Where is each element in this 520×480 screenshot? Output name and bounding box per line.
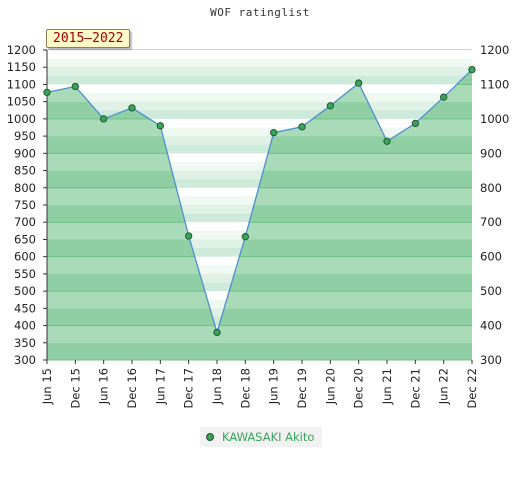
data-point[interactable] (326, 102, 334, 110)
x-tick-label: Dec 22 (465, 368, 479, 409)
y-tick-label-right: 1200 (480, 43, 509, 57)
y-tick-label-right: 800 (480, 181, 502, 195)
y-tick-label: 1150 (7, 60, 36, 74)
x-axis: Jun 15 Dec 15 Jun 16 Dec 16 Jun 17 Dec 17 Jun … (40, 360, 479, 409)
y-tick-label-right: 700 (480, 215, 502, 229)
y-tick-label-right: 300 (480, 353, 502, 367)
highlight-stripe (47, 118, 472, 128)
bg-band (47, 273, 472, 292)
x-tick-label: Jun 18 (210, 368, 224, 405)
y-tick-label: 850 (14, 164, 36, 178)
legend[interactable]: KAWASAKI Akito (200, 427, 323, 447)
x-tick-label: Jun 20 (323, 368, 337, 405)
y-axis-right: 300 400 500 600 700 800 900 1000 1100 1200 (480, 43, 509, 367)
bg-band (47, 239, 472, 257)
y-tick-label-right: 900 (480, 146, 502, 160)
legend-label: KAWASAKI Akito (222, 430, 315, 444)
data-point[interactable] (468, 65, 476, 74)
data-point[interactable] (411, 119, 419, 128)
y-tick-label: 1200 (7, 43, 36, 57)
x-tick-label: Dec 17 (182, 368, 196, 409)
y-tick-label: 500 (14, 284, 36, 298)
x-tick-label: Jun 21 (380, 368, 394, 405)
highlight-stripe (47, 153, 472, 163)
y-tick-label: 750 (14, 198, 36, 212)
data-point[interactable] (71, 82, 79, 91)
x-tick-label: Dec 18 (238, 368, 252, 409)
series-layer (43, 65, 476, 337)
y-tick-label: 650 (14, 232, 36, 246)
legend-marker-icon (206, 433, 214, 441)
bg-band (47, 325, 472, 343)
y-tick-label-right: 600 (480, 250, 502, 264)
x-tick-label: Jun 15 (40, 368, 54, 405)
highlight-stripe (47, 75, 472, 85)
highlight-stripe (47, 161, 472, 172)
data-point[interactable] (185, 232, 193, 240)
y-tick-label: 800 (14, 181, 36, 195)
y-tick-label: 1050 (7, 95, 36, 109)
bg-band (47, 187, 472, 205)
x-tick-label: Jun 22 (437, 368, 451, 405)
x-tick-label: Dec 19 (295, 368, 309, 409)
highlight-stripe (47, 170, 472, 180)
y-tick-label-right: 1100 (480, 77, 509, 91)
highlight-stripe (47, 58, 472, 68)
y-tick-label-right: 400 (480, 319, 502, 333)
y-tick-label: 1100 (7, 77, 36, 91)
data-point[interactable] (298, 123, 306, 131)
period-badge: 2015—2022 (46, 29, 131, 48)
x-tick-label: Jun 17 (153, 368, 167, 405)
data-point[interactable] (156, 122, 164, 130)
data-point[interactable] (241, 233, 249, 241)
bg-band (47, 205, 472, 223)
y-tick-label: 1000 (7, 112, 36, 126)
data-point[interactable] (383, 137, 391, 145)
x-tick-label: Jun 16 (97, 368, 111, 405)
bg-band (47, 222, 472, 240)
y-tick-label: 950 (14, 129, 36, 143)
y-tick-label: 300 (14, 353, 36, 367)
highlight-stripe (47, 93, 472, 103)
x-tick-label: Dec 15 (68, 368, 82, 409)
highlight-stripe (47, 144, 472, 154)
bg-band (47, 342, 472, 360)
bg-band (47, 291, 472, 309)
highlight-stripe (47, 50, 472, 60)
y-tick-label-right: 1000 (480, 112, 509, 126)
data-point[interactable] (100, 115, 108, 123)
highlight-stripe (47, 110, 472, 120)
x-tick-label: Dec 16 (125, 368, 139, 409)
x-tick-label: Dec 20 (352, 368, 366, 409)
y-tick-label: 900 (14, 146, 36, 160)
y-tick-label: 400 (14, 319, 36, 333)
data-point[interactable] (128, 104, 136, 112)
chart-title: WOF ratinglist (210, 6, 310, 19)
highlight-stripe (47, 127, 472, 137)
x-tick-label: Dec 21 (408, 368, 422, 409)
data-point[interactable] (440, 93, 448, 101)
x-tick-label: Jun 19 (267, 368, 281, 405)
bg-band (47, 256, 472, 274)
highlight-stripe (47, 84, 472, 94)
highlight-stripe (47, 67, 472, 77)
series-line (46, 69, 473, 335)
y-axis-left: 300 350 400 450 500 550 600 650 700 750 800 850 900 9… (7, 43, 47, 367)
data-point[interactable] (43, 88, 51, 97)
bg-band (47, 308, 472, 326)
y-tick-label: 550 (14, 267, 36, 281)
y-tick-label-right: 500 (480, 284, 502, 298)
y-tick-label: 350 (14, 336, 36, 350)
data-point[interactable] (213, 328, 221, 337)
highlight-stripe (47, 101, 472, 111)
y-tick-label: 450 (14, 301, 36, 315)
data-point[interactable] (270, 129, 278, 137)
highlight-stripe (47, 136, 472, 146)
data-point[interactable] (355, 79, 363, 87)
y-tick-label: 600 (14, 250, 36, 264)
y-tick-label: 700 (14, 215, 36, 229)
